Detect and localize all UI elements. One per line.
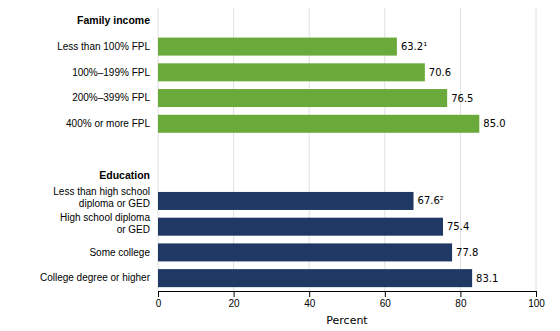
x-tick-label: 0 <box>156 298 162 309</box>
y-tick-label: Some college <box>89 247 150 258</box>
bar <box>158 269 472 287</box>
y-tick: 400% or more FPL <box>66 118 150 129</box>
bar <box>158 38 397 56</box>
y-tick-label: Less than high schooldiploma or GED <box>53 186 150 209</box>
data-label: 85.0 <box>483 118 505 129</box>
y-tick-label: 200%–399% FPL <box>72 92 150 103</box>
bar <box>158 63 425 81</box>
x-tick-mark <box>309 291 310 297</box>
x-tick-mark <box>536 291 537 297</box>
x-tick: 80 <box>455 291 467 309</box>
bar <box>158 243 452 261</box>
y-tick-label-line: High school diploma <box>60 212 150 223</box>
data-label: 77.8 <box>456 247 478 258</box>
y-tick: Less than 100% FPL <box>57 41 150 52</box>
x-tick: 60 <box>380 291 392 309</box>
x-tick: 20 <box>229 291 241 309</box>
y-tick-label: 100%–199% FPL <box>72 67 150 78</box>
y-tick-label-line: or GED <box>117 224 150 235</box>
y-tick-label: Less than 100% FPL <box>57 41 150 52</box>
x-axis-line <box>159 292 537 298</box>
data-label: 67.6² <box>418 195 444 206</box>
data-label: 76.5 <box>451 93 473 104</box>
data-label: 63.2¹ <box>401 41 427 52</box>
y-tick: 200%–399% FPL <box>72 92 150 103</box>
y-tick-label-line: diploma or GED <box>79 198 150 209</box>
x-tick-label: 40 <box>304 298 316 309</box>
bar <box>158 115 479 133</box>
grid-line <box>536 8 537 291</box>
y-tick-label: Family income <box>77 14 150 26</box>
y-tick-label: College degree or higher <box>40 272 151 283</box>
x-tick-label: 80 <box>455 298 467 309</box>
x-tick-mark <box>158 291 159 297</box>
y-tick: College degree or higher <box>40 272 151 283</box>
grid <box>158 8 536 291</box>
y-tick-label: Education <box>99 169 150 181</box>
y-tick: Less than high schooldiploma or GED <box>53 186 150 209</box>
data-label: 75.4 <box>447 221 469 232</box>
x-tick-mark <box>385 291 386 297</box>
data-label: 83.1 <box>476 273 498 284</box>
data-labels: 63.2¹ 70.6 76.5 85.0 67.6² 75.4 77.8 83.1 <box>401 41 506 284</box>
x-tick-mark <box>460 291 461 297</box>
x-tick-label: 20 <box>229 298 241 309</box>
plot: 63.2¹ 70.6 76.5 85.0 67.6² 75.4 77.8 83.1 0 20 40 6… <box>40 8 545 327</box>
y-tick: Family income <box>77 14 150 26</box>
y-tick: Education <box>99 169 150 181</box>
bar <box>158 218 443 236</box>
bar <box>158 192 414 210</box>
x-tick: 100 <box>528 291 545 309</box>
x-tick: 40 <box>304 291 316 309</box>
x-axis-title: Percent <box>326 314 368 327</box>
y-tick-label-line: Less than high school <box>53 186 150 197</box>
y-tick-label: High school diplomaor GED <box>60 212 150 235</box>
x-tick: 0 <box>156 291 162 309</box>
data-label: 70.6 <box>429 67 451 78</box>
y-tick: Some college <box>89 247 150 258</box>
y-tick: High school diplomaor GED <box>60 212 150 235</box>
chart: 63.2¹ 70.6 76.5 85.0 67.6² 75.4 77.8 83.1 0 20 40 6… <box>0 0 560 331</box>
y-tick: 100%–199% FPL <box>72 67 150 78</box>
x-axis: 0 20 40 60 80 100 <box>156 291 546 309</box>
bars <box>158 38 479 288</box>
y-tick-label: 400% or more FPL <box>66 118 150 129</box>
x-tick-label: 60 <box>380 298 392 309</box>
bar <box>158 89 447 107</box>
y-axis: Family income Less than 100% FPL 100%–199%… <box>40 14 151 283</box>
x-tick-label: 100 <box>528 298 545 309</box>
x-tick-mark <box>234 291 235 297</box>
